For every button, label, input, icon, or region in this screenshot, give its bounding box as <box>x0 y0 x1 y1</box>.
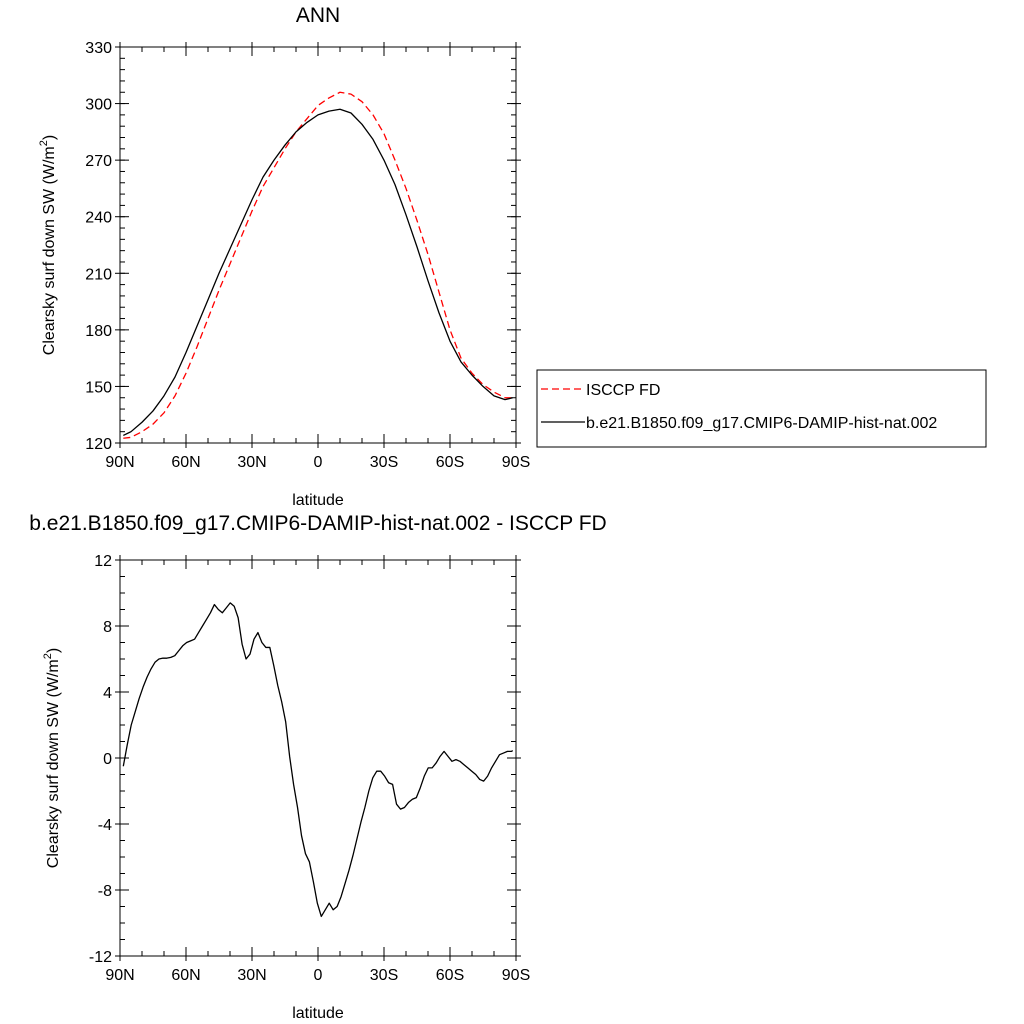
bottom-chart-y-tick-label: 8 <box>103 619 112 636</box>
top-chart-plot-frame <box>119 46 517 444</box>
top-chart-y-axis-label: Clearsky surf down SW (W/m2) <box>38 135 58 355</box>
bottom-chart-x-tick-label: 0 <box>314 967 323 984</box>
top-chart-y-tick-label: 270 <box>85 153 112 170</box>
top-line-chart: ANN 90N 60N 30N 0 30S 60S 90S 120 150 180 210 240 27… <box>38 4 987 509</box>
top-chart-y-tick-label: 210 <box>85 266 112 283</box>
bottom-chart-x-tick-label: 90N <box>105 967 134 984</box>
top-chart-data-marks <box>123 91 513 439</box>
bottom-chart-y-tick-label: -4 <box>98 817 112 834</box>
top-chart-x-tick-label: 90S <box>502 454 530 471</box>
bottom-chart-y-tick-label: -8 <box>98 883 112 900</box>
top-chart-x-tick-label: 90N <box>105 454 134 471</box>
top-chart-series-line-1 <box>123 108 513 437</box>
top-chart-series-line-0 <box>123 91 513 439</box>
top-chart-x-tick-label: 0 <box>314 454 323 471</box>
top-chart-x-tick-label: 60S <box>436 454 464 471</box>
legend-label-model: b.e21.B1850.f09_g17.CMIP6-DAMIP-hist-nat… <box>586 415 937 432</box>
bottom-chart-axes-ticks: 90N 60N 30N 0 30S 60S 90S -12 -8 -4 0 4 8 12 <box>89 553 530 984</box>
top-chart-y-tick-label: 150 <box>85 379 112 396</box>
top-chart-y-tick-label: 330 <box>85 40 112 57</box>
top-chart-x-axis-label: latitude <box>292 492 344 509</box>
bottom-chart-x-tick-label: 30S <box>370 967 398 984</box>
top-chart-x-tick-label: 30S <box>370 454 398 471</box>
bottom-chart-y-tick-label: 12 <box>94 553 112 570</box>
bottom-chart-data-marks <box>122 602 514 918</box>
top-chart-x-tick-label: 60N <box>171 454 200 471</box>
bottom-chart-y-tick-label: 4 <box>103 685 112 702</box>
top-chart-y-tick-label: 120 <box>85 436 112 453</box>
bottom-chart-x-axis-label: latitude <box>292 1005 344 1022</box>
bottom-chart-x-tick-label: 30N <box>237 967 266 984</box>
bottom-line-chart: b.e21.B1850.f09_g17.CMIP6-DAMIP-hist-nat… <box>29 512 606 1022</box>
bottom-chart-y-axis-label: Clearsky surf down SW (W/m2) <box>42 648 62 868</box>
bottom-chart-y-tick-label: 0 <box>103 751 112 768</box>
legend: ISCCP FD b.e21.B1850.f09_g17.CMIP6-DAMIP… <box>536 369 987 448</box>
top-chart-axes-ticks: 90N 60N 30N 0 30S 60S 90S 120 150 180 210 240 270 300… <box>85 40 530 471</box>
bottom-chart-plot-frame <box>119 559 517 957</box>
bottom-chart-series-line-0 <box>122 602 514 918</box>
top-chart-x-tick-label: 30N <box>237 454 266 471</box>
bottom-chart-x-tick-label: 60N <box>171 967 200 984</box>
bottom-chart-x-tick-label: 90S <box>502 967 530 984</box>
difference-chart-title: b.e21.B1850.f09_g17.CMIP6-DAMIP-hist-nat… <box>29 512 606 535</box>
top-chart-y-tick-label: 300 <box>85 97 112 114</box>
bottom-chart-x-tick-label: 60S <box>436 967 464 984</box>
top-chart-y-tick-label: 180 <box>85 323 112 340</box>
bottom-chart-y-tick-label: -12 <box>89 949 112 966</box>
legend-label-isccp-fd: ISCCP FD <box>586 382 660 399</box>
chart-title: ANN <box>296 4 340 27</box>
top-chart-y-tick-label: 240 <box>85 210 112 227</box>
legend-box <box>536 369 987 448</box>
